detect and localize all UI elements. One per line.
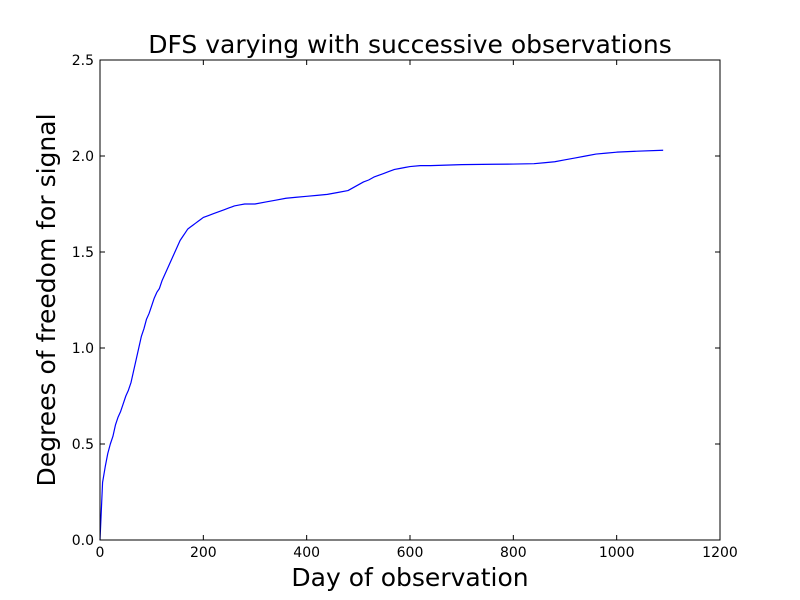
series-line-0 [99,149,664,541]
y-tick-label: 2.0 [72,149,94,165]
y-axis-label: Degrees of freedom for signal [32,113,61,486]
y-tick-label: 0.0 [72,533,94,549]
y-tick-label: 2.5 [72,53,94,69]
y-tick-label: 1.0 [72,341,94,357]
x-tick-label: 200 [190,545,217,561]
x-tick-label: 800 [500,545,527,561]
x-tick-label: 0 [96,545,105,561]
x-tick-label: 600 [397,545,424,561]
y-tick-label: 0.5 [72,437,94,453]
axis-ticks: 0 200 400 600 800 1000 1200 0.0 0.5 1.0 1.5 2.0 2.5 [72,53,738,561]
chart-title: DFS varying with successive observations [148,30,672,59]
x-tick-label: 1000 [599,545,635,561]
x-axis-label: Day of observation [291,563,528,592]
y-tick-label: 1.5 [72,245,94,261]
x-tick-label: 400 [293,545,320,561]
x-tick-label: 1200 [702,545,738,561]
plot-area [99,149,664,541]
